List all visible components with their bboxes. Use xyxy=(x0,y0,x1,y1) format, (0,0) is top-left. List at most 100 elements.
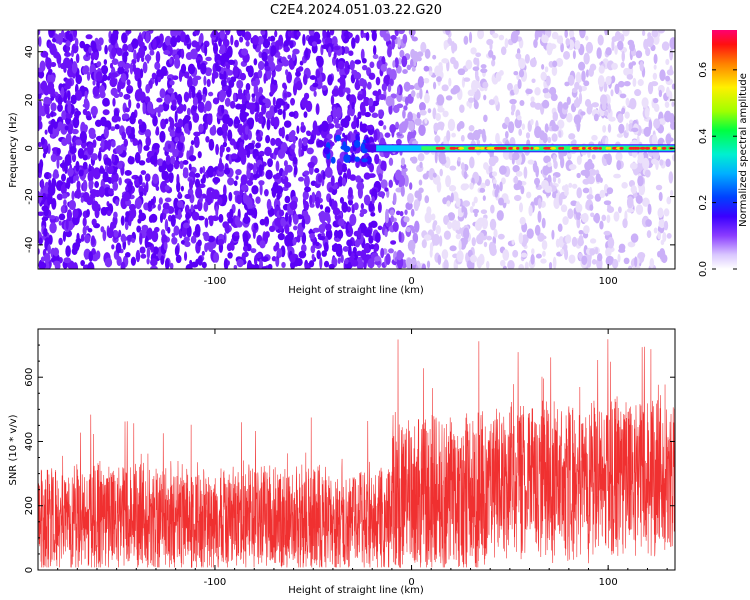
heatmap-cell xyxy=(480,64,487,69)
heatmap-cell xyxy=(47,143,51,155)
heatmap-cell xyxy=(578,229,584,235)
heatmap-cell xyxy=(581,70,586,83)
heatmap-cell xyxy=(447,221,453,230)
heatmap-cell xyxy=(284,165,289,176)
heatmap-cell xyxy=(637,175,644,187)
heatmap-cell xyxy=(574,81,580,90)
signal-onset-cell xyxy=(353,140,361,148)
heatmap-cell xyxy=(175,126,182,134)
heatmap-cell xyxy=(483,241,488,248)
heatmap-cell xyxy=(82,154,88,161)
heatmap-cell xyxy=(242,112,250,117)
heatmap-cell xyxy=(576,155,582,166)
heatmap-cell xyxy=(488,156,497,167)
heatmap-cell xyxy=(110,72,119,78)
heatmap-cell xyxy=(215,205,219,218)
heatmap-cell xyxy=(261,256,269,262)
heatmap-cell xyxy=(424,195,430,204)
heatmap-cell xyxy=(498,34,505,41)
heatmap-cell xyxy=(255,252,262,259)
heatmap-cell xyxy=(371,100,380,107)
heatmap-cell xyxy=(194,172,201,178)
heatmap-cell xyxy=(325,228,333,240)
heatmap-cell xyxy=(261,51,268,57)
heatmap-cell xyxy=(274,137,282,147)
heatmap-cell xyxy=(89,132,97,140)
heatmap-cell xyxy=(451,219,458,232)
heatmap-cell xyxy=(469,156,475,169)
heatmap-cell xyxy=(390,240,397,245)
heatmap-cell xyxy=(447,118,456,132)
heatmap-cell xyxy=(564,189,569,196)
heatmap-cell xyxy=(601,102,607,111)
heatmap-cell xyxy=(79,130,88,144)
heatmap-cell xyxy=(363,172,371,180)
heatmap-cell xyxy=(530,101,537,108)
heatmap-cell xyxy=(307,161,315,169)
colorbar-label: Normalized spectral amplitude xyxy=(738,73,749,227)
heatmap-cell xyxy=(40,50,49,58)
heatmap-cell xyxy=(406,64,412,71)
heatmap-cell xyxy=(463,35,469,45)
heatmap-cell xyxy=(122,43,129,52)
heatmap-cell xyxy=(443,215,450,225)
heatmap-cell xyxy=(504,38,509,49)
heatmap-cell xyxy=(620,34,625,42)
heatmap-cell xyxy=(222,113,230,125)
heatmap-cell xyxy=(265,110,273,120)
heatmap-cell xyxy=(395,169,402,181)
heatmap-cell xyxy=(468,125,475,132)
heatmap-cell xyxy=(270,137,276,146)
heatmap-cell xyxy=(645,219,652,227)
heatmap-cell xyxy=(107,158,112,167)
heatmap-cell xyxy=(92,86,100,97)
heatmap-cell xyxy=(428,70,433,76)
heatmap-cell xyxy=(431,213,436,221)
heatmap-cell xyxy=(333,45,341,51)
spectrogram-y-tick-label: -20 xyxy=(24,188,35,204)
heatmap-cell xyxy=(236,258,244,268)
heatmap-cell xyxy=(162,170,169,181)
heatmap-cell xyxy=(206,113,213,126)
heatmap-cell xyxy=(616,133,624,138)
heatmap-cell xyxy=(446,130,451,142)
heatmap-cell xyxy=(92,167,101,180)
heatmap-cell xyxy=(284,212,289,222)
heatmap-cell xyxy=(381,83,387,92)
heatmap-cell xyxy=(264,189,269,197)
heatmap-cell xyxy=(284,38,289,49)
heatmap-cell xyxy=(354,34,360,44)
heatmap-cell xyxy=(319,210,327,224)
heatmap-cell xyxy=(183,236,190,242)
heatmap-cell xyxy=(462,200,471,207)
heatmap-cell xyxy=(281,59,290,67)
heatmap-cell xyxy=(80,196,84,203)
heatmap-cell xyxy=(290,143,296,150)
heatmap-cell xyxy=(380,179,388,189)
heatmap-cell xyxy=(591,134,598,141)
heatmap-cell xyxy=(172,148,179,158)
heatmap-cell xyxy=(627,241,636,248)
heatmap-cell xyxy=(316,249,321,260)
colorbar-tick-label: 0.4 xyxy=(698,128,709,144)
heatmap-cell xyxy=(164,219,169,232)
heatmap-cell xyxy=(617,80,625,88)
heatmap-cell xyxy=(517,78,522,90)
heatmap-cell xyxy=(170,214,176,227)
heatmap-cell xyxy=(491,54,496,61)
heatmap-cell xyxy=(578,234,584,243)
heatmap-cell xyxy=(144,241,153,248)
heatmap-cell xyxy=(400,185,405,197)
heatmap-cell xyxy=(152,38,157,50)
heatmap-cell xyxy=(542,87,549,94)
heatmap-cell xyxy=(348,94,357,106)
heatmap-cell xyxy=(84,99,90,111)
heatmap-cell xyxy=(658,89,663,98)
heatmap-cell xyxy=(646,230,652,239)
heatmap-cell xyxy=(625,122,629,134)
heatmap-cell xyxy=(631,61,637,66)
heatmap-cell xyxy=(162,160,167,171)
heatmap-cell xyxy=(567,208,574,220)
heatmap-cell xyxy=(126,79,131,86)
heatmap-cell xyxy=(100,206,108,216)
